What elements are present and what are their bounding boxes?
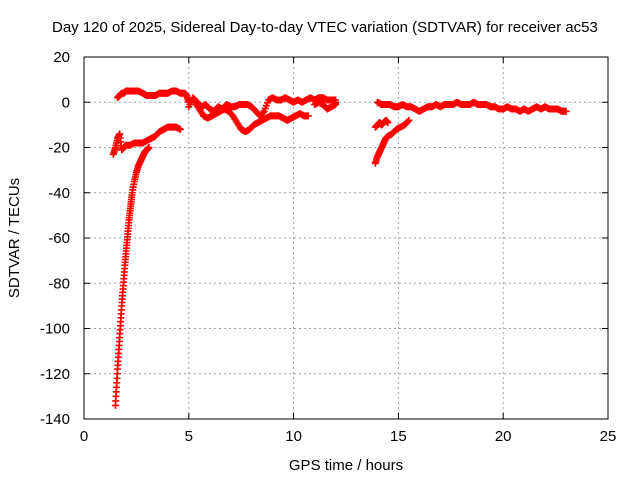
plot-frame — [83, 56, 609, 420]
series-arc-lower-middle — [191, 98, 312, 136]
y-tick-label: 0 — [62, 94, 70, 111]
tick-labels: 0 5 10 15 20 25 20 0 -20 -40 -60 -80 -100 -120 -140 — [40, 49, 616, 445]
data-point — [405, 116, 413, 124]
series-arc-low-rise — [109, 123, 184, 158]
x-tick-label: 15 — [390, 428, 407, 445]
x-tick-label: 0 — [80, 428, 88, 445]
y-tick-label: -40 — [48, 185, 70, 202]
series-arc-far-right-upper — [311, 98, 340, 113]
chart-title: Day 120 of 2025, Sidereal Day-to-day VTE… — [52, 19, 598, 36]
series-arc-right-rise — [371, 116, 413, 167]
x-axis-label: GPS time / hours — [289, 457, 403, 474]
data-point — [304, 112, 312, 120]
data-point — [176, 125, 184, 133]
x-tick-label: 20 — [495, 428, 512, 445]
data-points — [109, 87, 570, 409]
series-arc-upper-middle — [185, 94, 340, 120]
y-tick-label: -80 — [48, 275, 70, 292]
data-point — [259, 108, 267, 116]
series-steep-arc — [111, 144, 153, 409]
series-arc-right-long — [373, 98, 570, 115]
series-arc-right-kink — [371, 116, 392, 131]
series-arc-top-left — [114, 87, 193, 106]
x-tick-label: 25 — [600, 428, 617, 445]
y-tick-label: -100 — [40, 321, 70, 338]
y-tick-label: -140 — [40, 411, 70, 428]
data-point — [562, 107, 570, 115]
y-tick-label: -60 — [48, 230, 70, 247]
data-point — [384, 119, 392, 127]
y-tick-label: -20 — [48, 140, 70, 157]
y-tick-label: -120 — [40, 366, 70, 383]
data-point — [332, 98, 340, 106]
x-tick-label: 5 — [185, 428, 193, 445]
data-point — [404, 117, 412, 125]
y-axis-label: SDTVAR / TECUs — [6, 178, 23, 298]
data-point — [145, 144, 153, 151]
y-tick-label: 20 — [53, 49, 70, 66]
x-tick-label: 10 — [285, 428, 302, 445]
